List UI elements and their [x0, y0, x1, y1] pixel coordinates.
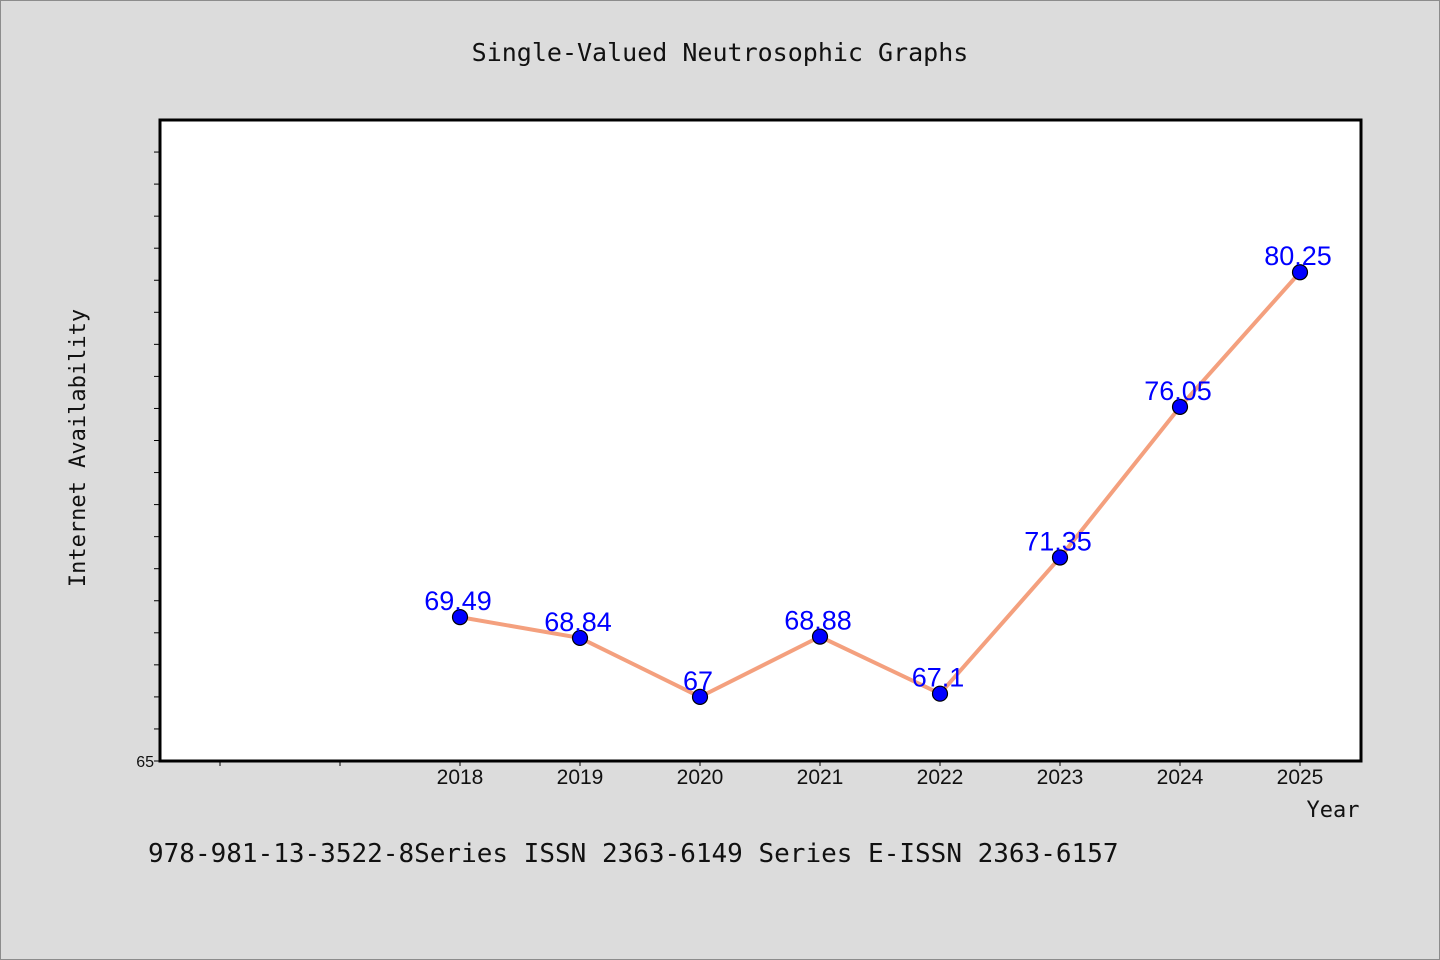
data-label: 76.05	[1144, 376, 1212, 406]
data-point-marker	[1171, 398, 1189, 415]
x-tick-label: 2021	[797, 766, 844, 789]
data-label: 68.88	[784, 606, 852, 636]
data-label: 80.25	[1264, 241, 1332, 271]
data-label: 69.49	[424, 586, 492, 616]
series-group: 69.49 68.84 67 68.88 67.1 71.35 76.05 80.25	[424, 241, 1332, 706]
data-label: 67.1	[912, 663, 965, 693]
data-point-marker	[451, 608, 469, 626]
x-tick-label: 2020	[677, 766, 724, 789]
x-axis-label: Year	[1307, 798, 1360, 823]
x-tick-label: 2024	[1157, 766, 1204, 789]
x-axis-ticks: 2018 2019 2020 2021 2022 2023 2024 2025	[219, 761, 1324, 789]
data-point-marker	[811, 628, 829, 645]
footer-isbn-text: 978-981-13-3522-8Series ISSN 2363-6149 S…	[148, 839, 1119, 869]
data-label: 68.84	[544, 607, 612, 637]
x-tick-label: 2019	[557, 766, 604, 789]
y-axis-label: Internet Availability	[66, 309, 91, 587]
plot-area	[158, 118, 1363, 763]
data-label: 71.35	[1024, 526, 1092, 556]
y-axis-ticks: 65	[136, 151, 160, 771]
y-tick-label: 65	[136, 754, 154, 771]
data-point-marker	[571, 629, 589, 647]
data-point-marker	[1051, 549, 1069, 566]
chart-title: Single-Valued Neutrosophic Graphs	[472, 38, 969, 67]
x-tick-label: 2022	[917, 766, 964, 789]
x-tick-label: 2025	[1277, 766, 1324, 789]
data-point-marker	[1291, 264, 1309, 281]
series-line	[458, 270, 1302, 699]
x-tick-label: 2018	[437, 766, 484, 789]
data-point-marker	[931, 685, 949, 702]
data-point-marker	[691, 688, 709, 706]
x-tick-label: 2023	[1037, 766, 1084, 789]
data-label: 67	[683, 666, 713, 696]
